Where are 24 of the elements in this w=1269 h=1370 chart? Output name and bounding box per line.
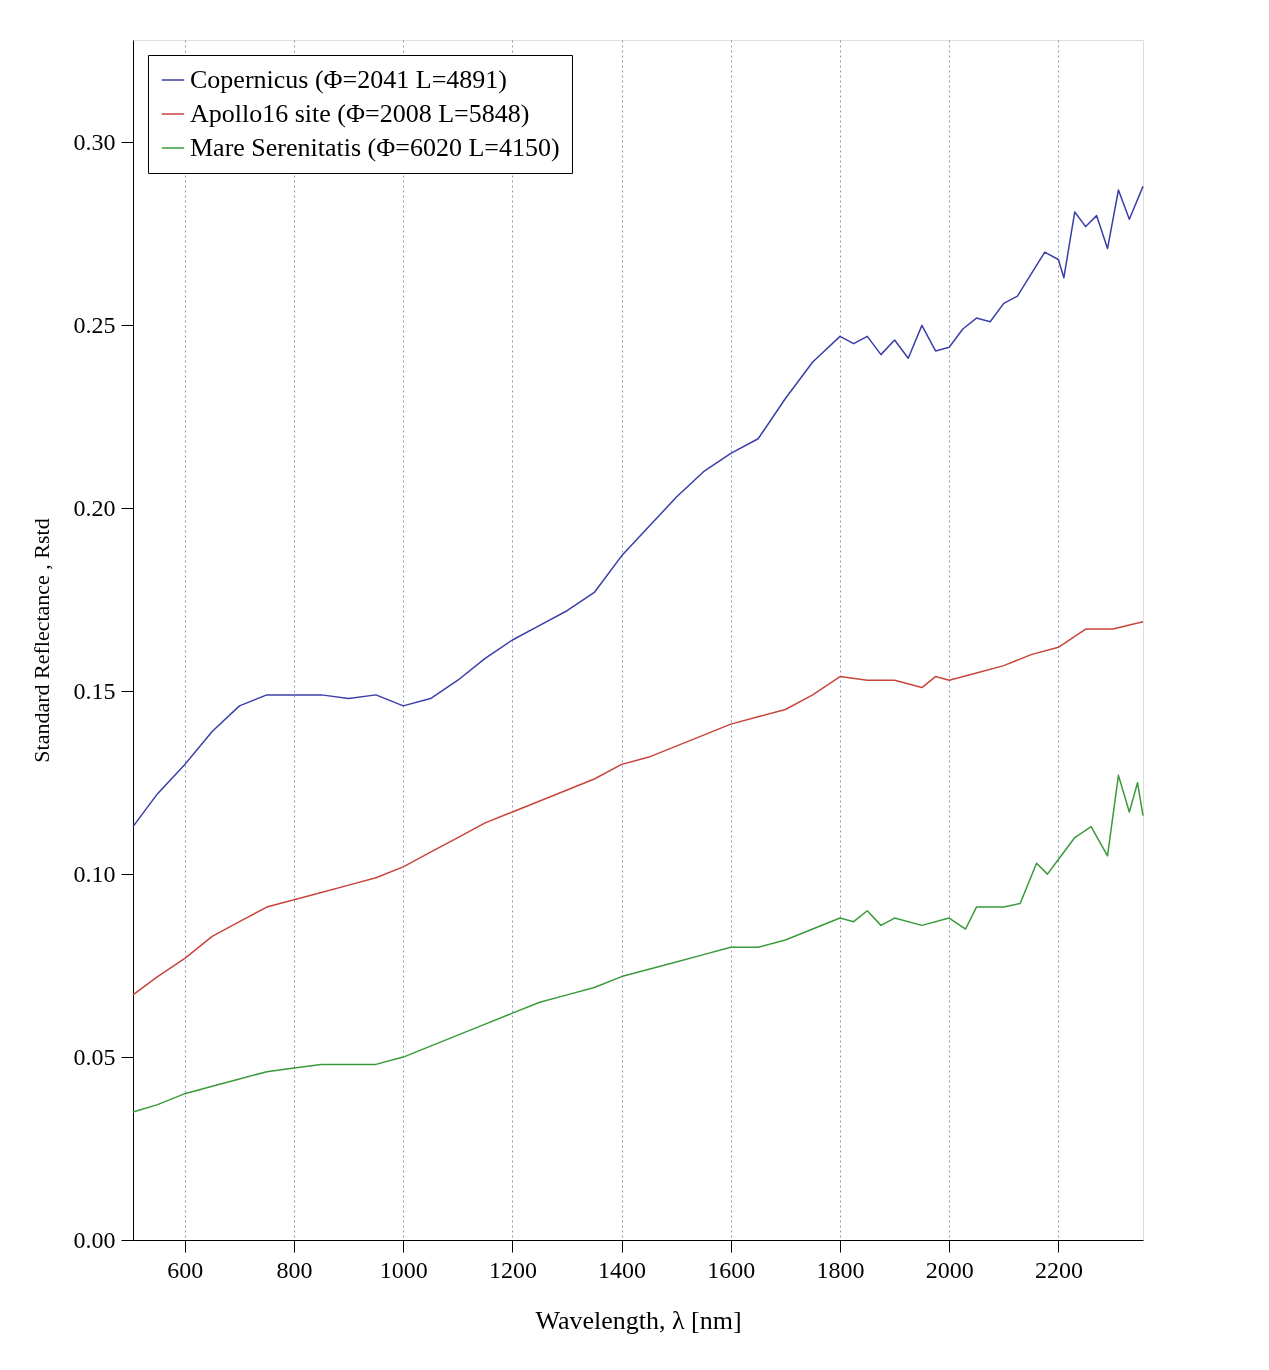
x-tick-label: 1400 (598, 1256, 647, 1283)
x-tick-label: 2200 (1034, 1256, 1083, 1283)
y-tick-label: 0.10 (73, 860, 116, 887)
y-tick-label: 0.30 (73, 128, 116, 155)
line-series (132, 620, 1144, 996)
y-tick-label: 0.15 (73, 677, 116, 704)
y-axis-title: Standard Reflectance , Rstd (28, 518, 54, 763)
line-series (132, 774, 1144, 1113)
legend-label: Apollo16 site (Φ=2008 L=5848) (190, 99, 530, 128)
legend-label: Copernicus (Φ=2041 L=4891) (190, 65, 507, 94)
y-tick-label: 0.00 (73, 1226, 116, 1253)
y-tick-label: 0.05 (73, 1043, 116, 1070)
y-tick-label: 0.25 (73, 311, 116, 338)
x-tick-label: 1800 (816, 1256, 865, 1283)
x-tick-label: 600 (167, 1256, 204, 1283)
x-tick-label: 1600 (707, 1256, 756, 1283)
line-series (132, 185, 1144, 828)
y-tick-label: 0.20 (73, 494, 116, 521)
x-tick-label: 800 (276, 1256, 313, 1283)
x-tick-label: 2000 (925, 1256, 974, 1283)
x-axis-title: Wavelength, λ [nm] (535, 1305, 742, 1335)
x-tick-label: 1200 (488, 1256, 537, 1283)
x-tick-label: 1000 (379, 1256, 428, 1283)
legend-label: Mare Serenitatis (Φ=6020 L=4150) (190, 133, 560, 162)
